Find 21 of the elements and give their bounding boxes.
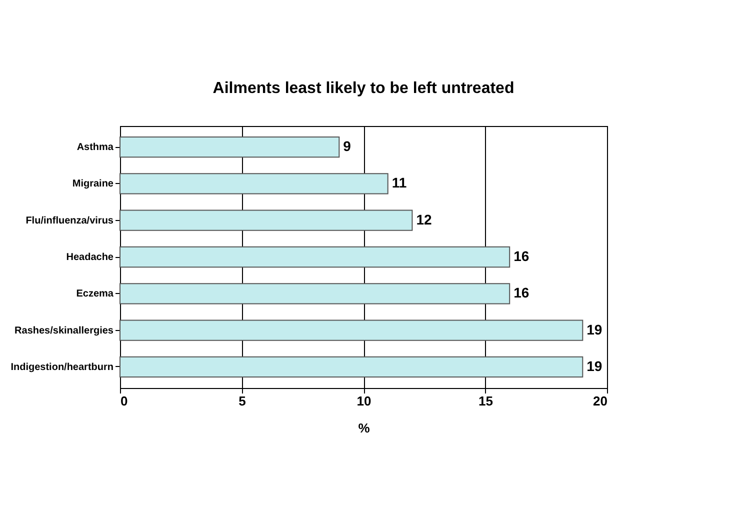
- x-axis-title: %: [358, 420, 370, 436]
- y-tick-label: Flu/influenza/virus: [26, 215, 114, 226]
- data-label: 12: [416, 211, 432, 228]
- x-tick-label: 0: [120, 394, 128, 408]
- data-label: 16: [514, 284, 530, 301]
- x-tick-label: 10: [356, 394, 372, 408]
- x-tick-label: 15: [478, 394, 493, 408]
- chart-title: Ailments least likely to be left untreated: [212, 80, 514, 97]
- data-label: 16: [514, 248, 530, 264]
- y-tick-label: Migraine: [72, 178, 114, 190]
- data-label: 11: [392, 174, 407, 191]
- y-tick-label: Asthma: [76, 142, 114, 154]
- x-tick-label: 5: [238, 394, 246, 408]
- x-tick-label: 20: [593, 394, 608, 408]
- y-tick-label: Headache: [66, 252, 114, 263]
- y-tick-label: Indigestion/heartburn: [10, 362, 114, 373]
- y-tick-label: Eczema: [76, 288, 114, 300]
- data-label: 19: [586, 358, 602, 374]
- y-tick-label: Rashes/skinallergies: [14, 325, 114, 336]
- data-label: 19: [586, 321, 602, 338]
- data-label: 9: [343, 138, 352, 154]
